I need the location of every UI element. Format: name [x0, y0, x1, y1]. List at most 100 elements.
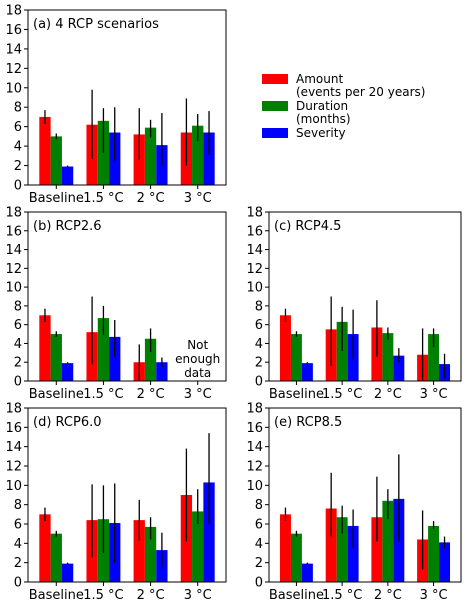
y-tick-label: 18 [5, 206, 22, 221]
legend-swatch [262, 128, 288, 138]
legend-label: Duration [296, 99, 348, 113]
x-tick-label: Baseline [269, 588, 324, 600]
x-tick-label: 2 °C [137, 191, 165, 206]
bar [382, 500, 394, 582]
bar [347, 525, 359, 582]
y-tick-label: 18 [246, 206, 263, 221]
bar [371, 517, 383, 582]
bar [290, 334, 302, 381]
bar [203, 132, 215, 185]
bar [336, 321, 348, 381]
bar [144, 127, 157, 185]
y-tick-label: 6 [14, 120, 22, 135]
y-tick-label: 8 [255, 498, 263, 513]
y-tick-label: 0 [14, 576, 22, 591]
panel-title: (d) RCP6.0 [33, 415, 102, 430]
legend-swatch [262, 101, 288, 111]
y-tick-label: 12 [246, 262, 263, 277]
annotation-text: data [184, 366, 211, 380]
y-tick-label: 10 [246, 479, 263, 494]
y-tick-label: 18 [5, 4, 22, 19]
x-tick-label: 3 °C [420, 588, 448, 600]
x-tick-label: 2 °C [137, 387, 165, 402]
y-tick-label: 14 [246, 440, 263, 455]
bar [192, 125, 204, 185]
bar [336, 517, 348, 582]
y-tick-label: 14 [5, 243, 22, 258]
y-tick-label: 12 [5, 62, 22, 77]
x-tick-label: 1.5 °C [322, 588, 362, 600]
y-tick-label: 4 [14, 537, 22, 552]
y-tick-label: 6 [14, 518, 22, 533]
y-tick-label: 8 [255, 299, 263, 314]
y-tick-label: 16 [5, 23, 22, 38]
annotation-text: Not [187, 338, 208, 352]
y-tick-label: 8 [14, 498, 22, 513]
y-tick-label: 2 [14, 356, 22, 371]
y-tick-label: 14 [5, 42, 22, 57]
panel-title: (b) RCP2.6 [33, 219, 102, 234]
chart-panel-4: 0 2 4 6 8 10 12 14 16 18 Baseline 1.5 °C 2 °C 3 °C (d)… [5, 402, 227, 600]
bar [39, 315, 51, 381]
legend-label: Severity [296, 126, 346, 140]
y-tick-label: 0 [255, 576, 263, 591]
panel-title: (c) RCP4.5 [274, 219, 341, 234]
bar [61, 166, 74, 185]
y-tick-label: 6 [255, 518, 263, 533]
bar [382, 333, 394, 381]
y-tick-label: 0 [14, 179, 22, 194]
y-tick-label: 18 [5, 402, 22, 417]
plot-frame [27, 211, 227, 382]
panel-title: (e) RCP8.5 [274, 415, 342, 430]
y-tick-label: 2 [14, 159, 22, 174]
legend-label: Amount [296, 72, 343, 86]
y-tick-label: 18 [246, 402, 263, 417]
y-tick-label: 2 [14, 556, 22, 571]
bar [279, 514, 291, 582]
bar [279, 315, 291, 381]
bar [50, 136, 62, 185]
plot-frame [268, 407, 462, 583]
bar [428, 334, 440, 381]
x-tick-label: Baseline [269, 387, 324, 402]
x-tick-label: Baseline [29, 588, 84, 600]
x-tick-label: 3 °C [184, 588, 212, 600]
x-tick-label: 2 °C [137, 588, 165, 600]
x-tick-label: 1.5 °C [83, 191, 123, 206]
legend-label: (events per 20 years) [296, 85, 425, 99]
y-tick-label: 10 [5, 479, 22, 494]
y-tick-label: 14 [246, 243, 263, 258]
x-tick-label: 2 °C [374, 387, 402, 402]
bar [439, 542, 451, 582]
y-tick-label: 8 [14, 299, 22, 314]
y-tick-label: 2 [255, 356, 263, 371]
bar [144, 526, 157, 582]
y-tick-label: 10 [246, 281, 263, 296]
y-tick-label: 6 [255, 318, 263, 333]
bar [39, 116, 51, 185]
y-tick-label: 8 [14, 101, 22, 116]
x-tick-label: Baseline [29, 387, 84, 402]
x-tick-label: 1.5 °C [322, 387, 362, 402]
bar [203, 482, 215, 582]
bar [133, 520, 145, 582]
y-tick-label: 14 [5, 440, 22, 455]
bar [109, 336, 121, 381]
y-tick-label: 12 [5, 262, 22, 277]
bar [156, 362, 168, 381]
y-tick-label: 16 [246, 224, 263, 239]
panel-title: (a) 4 RCP scenarios [33, 17, 159, 32]
bar [61, 563, 74, 582]
bar [50, 533, 62, 582]
y-tick-label: 6 [14, 318, 22, 333]
chart-panel-1: 0 2 4 6 8 10 12 14 16 18 Baseline 1.5 °C 2 °C 3 °C (a)… [5, 4, 227, 206]
bar [50, 334, 62, 381]
bar [192, 511, 204, 582]
bar [290, 533, 302, 582]
y-tick-label: 4 [255, 337, 263, 352]
x-tick-label: Baseline [29, 191, 84, 206]
bar [61, 363, 74, 381]
plot-frame [27, 9, 227, 186]
y-tick-label: 16 [5, 224, 22, 239]
